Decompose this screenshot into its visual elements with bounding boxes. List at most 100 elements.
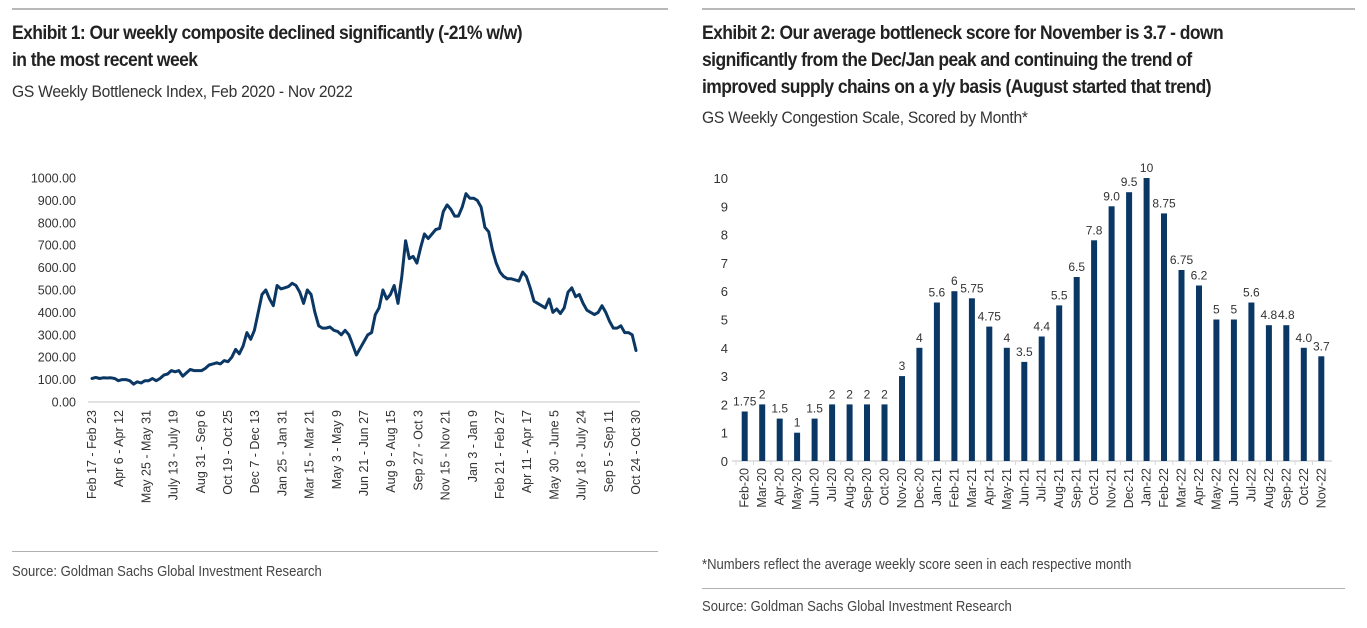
x-tick-label: Feb-22 — [1157, 468, 1171, 508]
y-tick-label: 1 — [721, 426, 728, 441]
y-tick-label: 0.00 — [52, 396, 76, 410]
x-tick-label: Aug 9 - Aug 15 — [384, 410, 398, 493]
y-tick-label: 4 — [721, 341, 728, 356]
data-label: 4.8 — [1278, 308, 1295, 322]
exhibit-2-title-line-2: significantly from the Dec/Jan peak and … — [702, 50, 1192, 71]
bar-Mar-21 — [968, 298, 975, 461]
bar-Sep-20 — [864, 404, 870, 461]
bar-Jun-21 — [1021, 361, 1028, 461]
x-tick-label: Apr-22 — [1192, 468, 1206, 506]
x-tick-label: July 18 - July 24 — [575, 410, 589, 500]
y-tick-label: 9 — [721, 199, 728, 214]
y-tick-label: 10 — [714, 171, 728, 186]
x-axis-ticks: Feb 17 - Feb 23 Apr 6 - Apr 12 May 25 - Ma… — [85, 410, 643, 503]
x-tick-label: Oct 24 - Oct 30 — [629, 410, 643, 495]
bar-Oct-21 — [1091, 240, 1098, 461]
x-tick-label: Jan 25 - Jan 31 — [275, 410, 289, 496]
exhibit-2-title-line-3: improved supply chains on a y/y basis (A… — [702, 77, 1212, 98]
x-tick-label: Jun 21 - Jun 27 — [357, 410, 371, 496]
y-tick-label: 0 — [721, 454, 728, 469]
y-axis-ticks: 0.00 100.00 200.00 300.00 400.00 500.00 600.00… — [31, 172, 76, 410]
y-tick-label: 600.00 — [38, 261, 76, 275]
data-label: 7.8 — [1086, 223, 1103, 237]
bar-Feb-20 — [741, 411, 748, 461]
x-tick-label: Sep-21 — [1070, 468, 1084, 508]
x-tick-label: July 13 - July 19 — [167, 410, 181, 500]
x-tick-label: Mar-21 — [965, 468, 979, 508]
data-label: 5 — [1231, 303, 1238, 317]
y-tick-label: 400.00 — [38, 306, 76, 320]
x-tick-label: May 3 - May 9 — [330, 410, 344, 489]
data-label: 1.75 — [733, 395, 757, 409]
data-label: 4.4 — [1033, 320, 1050, 334]
bar-Jan-21 — [933, 302, 940, 461]
x-tick-label: Oct-22 — [1297, 468, 1311, 506]
x-tick-label: Jan-22 — [1140, 468, 1154, 506]
bar-Dec-21 — [1126, 192, 1133, 461]
data-label: 2 — [759, 387, 766, 401]
data-label: 1 — [794, 416, 801, 430]
x-tick-label: Aug-21 — [1052, 468, 1066, 508]
x-tick-label: Jun-21 — [1017, 468, 1031, 506]
x-tick-label: Nov-22 — [1314, 468, 1328, 508]
data-label: 6.75 — [1170, 253, 1194, 267]
data-label: 2 — [846, 387, 853, 401]
x-tick-label: Jul-20 — [825, 468, 839, 502]
bar-Apr-21 — [986, 326, 993, 461]
y-tick-label: 3 — [721, 369, 728, 384]
y-axis-ticks: 0 1 2 3 4 5 6 7 8 9 10 — [714, 171, 728, 469]
exhibit-1-title-line-2: in the most recent week — [12, 50, 198, 71]
x-tick-label: Jan-21 — [930, 468, 944, 506]
x-tick-label: Sep-22 — [1279, 468, 1293, 508]
y-tick-label: 5 — [721, 313, 728, 328]
data-label: 5 — [1213, 303, 1220, 317]
bar-Mar-20 — [759, 404, 766, 461]
series-line-bottleneck-index — [90, 192, 638, 386]
y-tick-label: 300.00 — [38, 328, 76, 342]
source-divider — [702, 588, 1345, 589]
bar-Feb-21 — [951, 291, 958, 461]
x-tick-label: May 30 - June 5 — [547, 410, 561, 500]
data-label: 4 — [916, 331, 923, 345]
bar-Jun-20 — [811, 418, 818, 461]
x-tick-label: Apr-21 — [982, 468, 996, 506]
x-tick-label: Nov 15 - Nov 21 — [439, 410, 453, 500]
x-tick-label: Jul-21 — [1035, 468, 1049, 502]
data-label: 3.7 — [1313, 339, 1330, 353]
data-label: 4.75 — [978, 310, 1002, 324]
x-tick-label: Jun-20 — [808, 468, 822, 506]
data-label: 9.0 — [1103, 189, 1120, 203]
bars — [741, 178, 1325, 461]
y-tick-label: 8 — [721, 228, 728, 243]
x-tick-label: Dec 7 - Dec 13 — [248, 410, 262, 493]
y-tick-label: 500.00 — [38, 284, 76, 298]
exhibit-1-source: Source: Goldman Sachs Global Investment … — [12, 564, 322, 580]
bar-Jan-22 — [1143, 178, 1150, 461]
exhibit-2-panel: Exhibit 2: Our average bottleneck score … — [690, 0, 1367, 628]
data-label: 1.5 — [806, 402, 823, 416]
data-label: 5.6 — [929, 286, 946, 300]
data-label: 3 — [899, 359, 906, 373]
x-tick-label: Oct-20 — [878, 468, 892, 506]
exhibit-2-source: Source: Goldman Sachs Global Investment … — [702, 599, 1012, 615]
exhibit-2-subtitle: GS Weekly Congestion Scale, Scored by Mo… — [702, 108, 1028, 127]
bar-Nov-21 — [1108, 206, 1115, 461]
x-tick-label: Sep-20 — [860, 468, 874, 508]
exhibit-1-panel: Exhibit 1: Our weekly composite declined… — [0, 0, 680, 628]
bar-Nov-22 — [1318, 356, 1325, 461]
x-tick-label: Dec-21 — [1122, 468, 1136, 508]
line-chart: 0.00 100.00 200.00 300.00 400.00 500.00 600.00… — [31, 172, 643, 504]
bar-Dec-20 — [916, 347, 923, 461]
bar-Jul-22 — [1248, 302, 1255, 461]
x-tick-label: Oct-21 — [1087, 468, 1101, 506]
data-label: 2 — [829, 387, 836, 401]
bar-Jul-20 — [829, 404, 836, 461]
x-tick-label: Jul-22 — [1244, 468, 1258, 502]
x-tick-label: Nov-20 — [895, 468, 909, 508]
bar-May-22 — [1213, 319, 1220, 461]
x-tick-label: Feb-20 — [738, 468, 752, 508]
data-label: 10 — [1140, 161, 1154, 175]
x-tick-label: Apr-20 — [773, 468, 787, 506]
x-tick-label: Nov-21 — [1105, 468, 1119, 508]
